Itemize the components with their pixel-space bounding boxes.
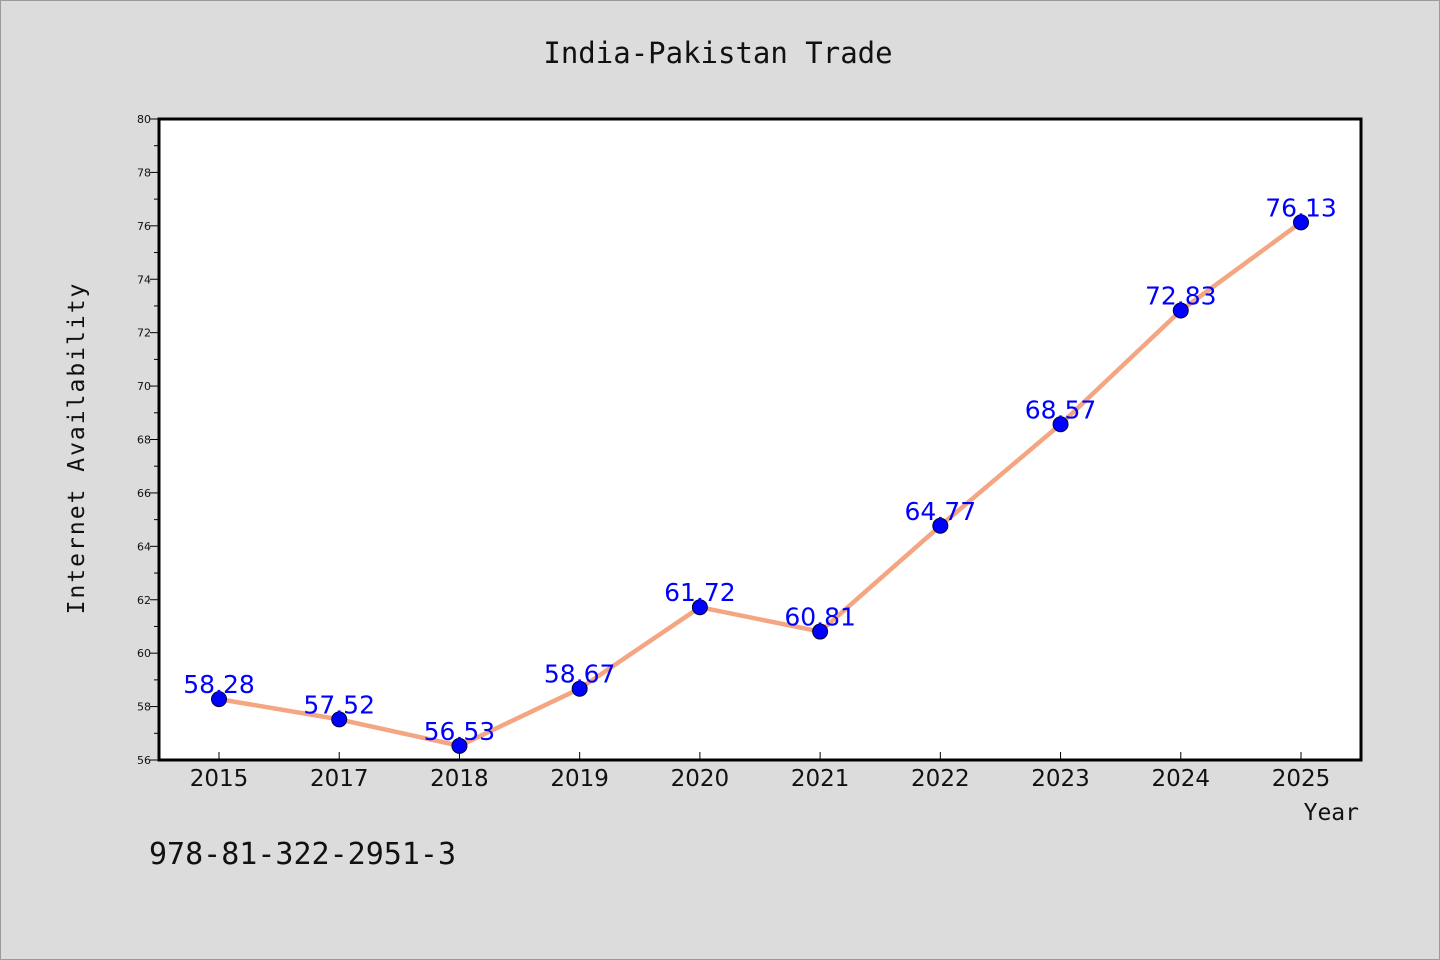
data-point bbox=[812, 623, 829, 640]
y-tick-label: 72 bbox=[137, 327, 151, 340]
plot-area bbox=[157, 117, 1363, 762]
data-label: 60.81 bbox=[784, 603, 856, 632]
data-label: 64.77 bbox=[905, 497, 977, 526]
x-tick-label: 2024 bbox=[1152, 766, 1211, 792]
x-tick-label: 2020 bbox=[671, 766, 730, 792]
y-tick-label: 58 bbox=[137, 701, 151, 714]
x-tick-label: 2017 bbox=[310, 766, 369, 792]
y-tick-label: 60 bbox=[137, 647, 151, 660]
y-tick-label: 76 bbox=[137, 220, 151, 233]
data-label: 72.83 bbox=[1145, 281, 1217, 310]
data-label: 57.52 bbox=[303, 690, 375, 719]
x-tick-label: 2019 bbox=[550, 766, 609, 792]
y-tick-label: 62 bbox=[137, 594, 151, 607]
x-tick-label: 2018 bbox=[430, 766, 489, 792]
x-axis-title: Year bbox=[1304, 800, 1359, 826]
x-tick-label: 2022 bbox=[911, 766, 970, 792]
y-tick-label: 56 bbox=[137, 754, 151, 767]
data-label: 61.72 bbox=[664, 578, 736, 607]
data-point bbox=[691, 599, 708, 616]
x-tick-label: 2015 bbox=[190, 766, 249, 792]
y-axis-title: Internet Availability bbox=[64, 282, 90, 615]
data-label: 58.67 bbox=[544, 660, 616, 689]
series-line bbox=[216, 220, 1304, 749]
data-point bbox=[1172, 302, 1189, 319]
chart-title: India-Pakistan Trade bbox=[543, 36, 892, 70]
data-label: 58.28 bbox=[183, 670, 255, 699]
y-tick-label: 78 bbox=[137, 166, 151, 179]
y-tick-label: 70 bbox=[137, 380, 151, 393]
data-point bbox=[1052, 416, 1069, 433]
data-point bbox=[451, 737, 468, 754]
series-layer bbox=[211, 214, 1309, 754]
data-point bbox=[331, 711, 348, 728]
data-label: 76.13 bbox=[1265, 193, 1337, 222]
data-label: 68.57 bbox=[1025, 395, 1097, 424]
x-tick-label: 2025 bbox=[1272, 766, 1331, 792]
data-point bbox=[932, 517, 949, 534]
y-axis: 56 58 60 62 64 66 68 70 72 74 76 78 80 bbox=[137, 113, 159, 767]
x-tick-label: 2023 bbox=[1031, 766, 1090, 792]
y-tick-label: 66 bbox=[137, 487, 151, 500]
data-label: 56.53 bbox=[424, 717, 496, 746]
data-point bbox=[571, 680, 588, 697]
data-point bbox=[211, 691, 227, 708]
y-tick-label: 74 bbox=[137, 273, 151, 286]
y-tick-label: 64 bbox=[137, 540, 151, 553]
x-axis: 2015 2017 2018 2019 2020 2021 2022 2023 2024 2025 bbox=[190, 752, 1331, 792]
y-tick-label: 80 bbox=[137, 113, 151, 126]
x-tick-label: 2021 bbox=[791, 766, 850, 792]
data-labels: 58.28 57.52 56.53 58.67 61.72 60.81 64.77 68.57… bbox=[183, 193, 1337, 745]
data-point bbox=[1293, 214, 1309, 231]
y-tick-label: 68 bbox=[137, 434, 151, 447]
footer-code: 978-81-322-2951-3 bbox=[149, 837, 456, 872]
